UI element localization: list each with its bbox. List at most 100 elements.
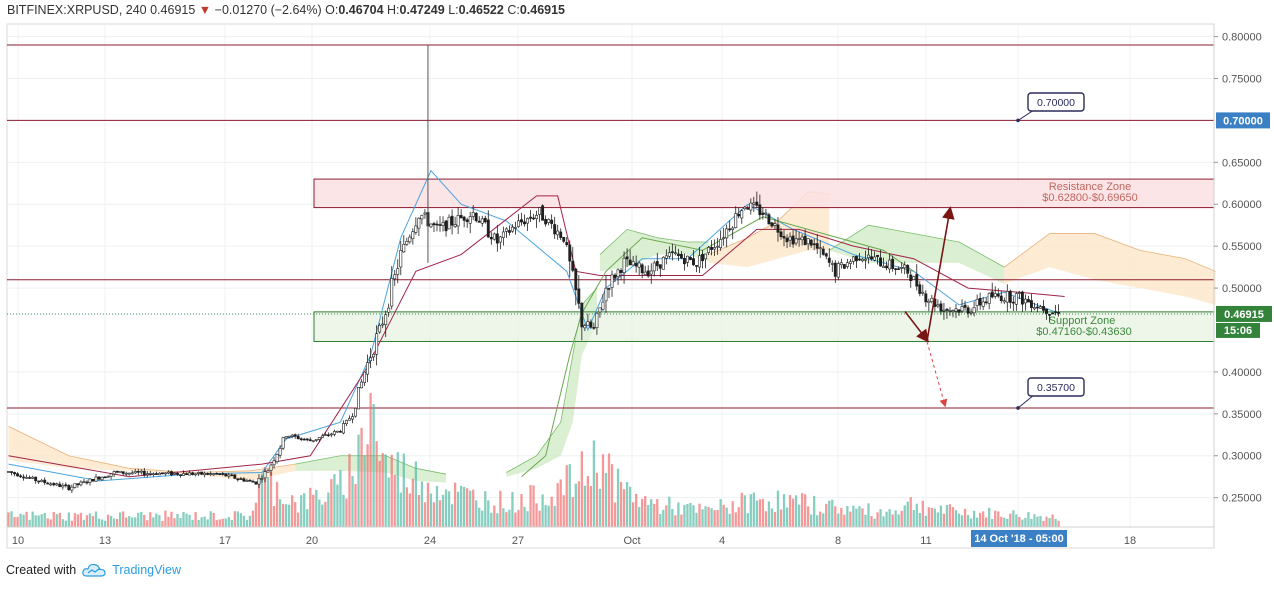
- candle: [399, 240, 403, 276]
- callout-anchor: [1016, 406, 1020, 410]
- candle-body: [1002, 300, 1006, 303]
- candle: [474, 212, 478, 223]
- candle-body: [501, 231, 505, 238]
- candle: [260, 475, 264, 483]
- candle: [737, 207, 741, 219]
- volume-bar: [46, 518, 49, 527]
- candle-body: [592, 327, 596, 329]
- volume-bar: [176, 513, 179, 527]
- volume-bar: [58, 512, 61, 527]
- candle: [800, 233, 804, 246]
- candle: [689, 256, 692, 261]
- candle-body: [936, 304, 940, 307]
- candle-body: [529, 216, 532, 219]
- volume-bar: [945, 505, 949, 527]
- symbol-label: BITFINEX:XRPUSD, 240: [7, 3, 147, 17]
- volume-bar: [698, 503, 701, 527]
- candle: [97, 476, 101, 481]
- candle-body: [764, 212, 768, 215]
- volume-bar: [1045, 516, 1048, 527]
- volume-bar: [619, 481, 623, 527]
- candle-body: [972, 306, 976, 314]
- candle: [921, 284, 925, 296]
- volume-bar: [1027, 512, 1030, 527]
- candle-body: [517, 220, 520, 227]
- volume-bar: [52, 511, 55, 527]
- candle-body: [719, 239, 723, 248]
- candle-body: [40, 479, 44, 482]
- candle-body: [547, 218, 551, 223]
- candle-body: [685, 255, 689, 263]
- candle-body: [112, 471, 116, 475]
- candle: [722, 227, 726, 246]
- candle-body: [450, 215, 454, 226]
- volume-bar: [773, 511, 777, 527]
- volume-bar: [22, 514, 25, 527]
- candle-body: [94, 476, 98, 482]
- volume-bar: [556, 483, 559, 527]
- volume-bar: [982, 511, 985, 527]
- candle-body: [420, 215, 424, 220]
- volume-bar: [327, 492, 330, 527]
- volume-bar: [185, 513, 188, 527]
- candle: [345, 419, 348, 427]
- candle-body: [266, 470, 270, 473]
- candle: [130, 470, 134, 475]
- volume-bar: [236, 511, 239, 527]
- volume-bar: [478, 507, 481, 527]
- candle: [839, 258, 843, 269]
- price-badge-text: 0.46915: [1224, 309, 1264, 321]
- candle-body: [360, 381, 364, 389]
- candle-body: [625, 256, 629, 260]
- high-label: H:: [387, 3, 400, 17]
- candle: [664, 249, 668, 265]
- x-tick-label: 17: [219, 535, 231, 547]
- candle: [589, 319, 593, 329]
- x-highlight-badge: 14 Oct '18 - 05:00: [971, 530, 1067, 547]
- candle: [88, 478, 92, 486]
- candle: [85, 480, 89, 485]
- candle-body: [142, 470, 146, 476]
- volume-bar: [788, 494, 792, 527]
- volume-bar: [988, 507, 991, 527]
- candle-body: [842, 264, 846, 269]
- candle: [897, 266, 901, 270]
- candle-body: [31, 476, 35, 479]
- candle-body: [170, 471, 173, 476]
- candle: [462, 215, 466, 228]
- candle-body: [317, 437, 321, 440]
- volume-bar: [456, 491, 460, 527]
- candle-body: [52, 483, 56, 486]
- volume-bar: [125, 517, 128, 527]
- candle: [592, 322, 596, 330]
- candle: [990, 282, 994, 299]
- candle: [1048, 313, 1051, 323]
- candle-body: [173, 472, 176, 475]
- volume-bar: [170, 511, 173, 527]
- candle-body: [788, 236, 792, 241]
- volume-bar: [933, 508, 937, 527]
- candle: [224, 473, 228, 477]
- candle: [701, 250, 704, 269]
- candle-body: [145, 473, 149, 476]
- candle-body: [996, 293, 1000, 297]
- candle: [348, 415, 351, 421]
- candle-body: [818, 247, 822, 249]
- candle-body: [49, 483, 53, 486]
- volume-bar: [740, 492, 743, 527]
- volume-bar: [399, 492, 402, 527]
- candle: [305, 438, 309, 442]
- volume-bar: [227, 517, 230, 527]
- callout-pointer: [1017, 109, 1035, 121]
- candle: [160, 472, 164, 475]
- tradingview-brand[interactable]: TradingView: [112, 563, 181, 577]
- candle-body: [10, 471, 13, 473]
- candle-body: [785, 237, 789, 243]
- candle: [658, 264, 662, 277]
- volume-bar: [954, 510, 958, 527]
- candle: [927, 298, 931, 312]
- volume-bar: [128, 516, 131, 527]
- candle-body: [257, 478, 261, 485]
- candle-body: [357, 387, 360, 410]
